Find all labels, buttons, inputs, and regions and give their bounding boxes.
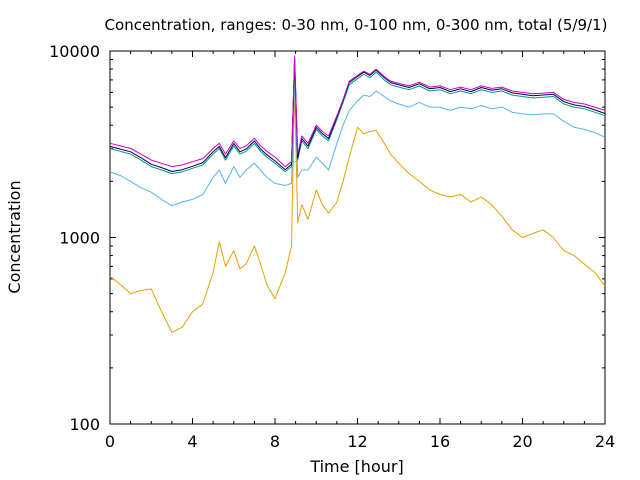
x-tick-label: 16 — [430, 432, 450, 451]
series-lines — [110, 56, 605, 332]
series-line-5 — [110, 56, 605, 167]
series-line-1 — [110, 86, 605, 333]
y-tick-label: 100 — [69, 415, 100, 434]
x-tick-label: 8 — [270, 432, 280, 451]
x-tick-label: 12 — [347, 432, 367, 451]
y-tick-label: 1000 — [59, 229, 100, 248]
x-axis: 0 4 8 12 16 20 24 — [105, 51, 615, 451]
chart-title: Concentration, ranges: 0-30 nm, 0-100 nm… — [105, 16, 608, 34]
y-axis: 100 1000 10000 — [49, 42, 605, 434]
x-tick-label: 0 — [105, 432, 115, 451]
x-tick-label: 24 — [595, 432, 615, 451]
x-tick-label: 20 — [512, 432, 532, 451]
plot-area-frame — [110, 51, 605, 424]
y-axis-title: Concentration — [5, 180, 24, 293]
x-axis-title: Time [hour] — [309, 457, 403, 476]
y-tick-label: 10000 — [49, 42, 100, 61]
x-tick-label: 4 — [187, 432, 197, 451]
line-chart: Concentration, ranges: 0-30 nm, 0-100 nm… — [0, 0, 640, 480]
series-line-2 — [110, 80, 605, 206]
